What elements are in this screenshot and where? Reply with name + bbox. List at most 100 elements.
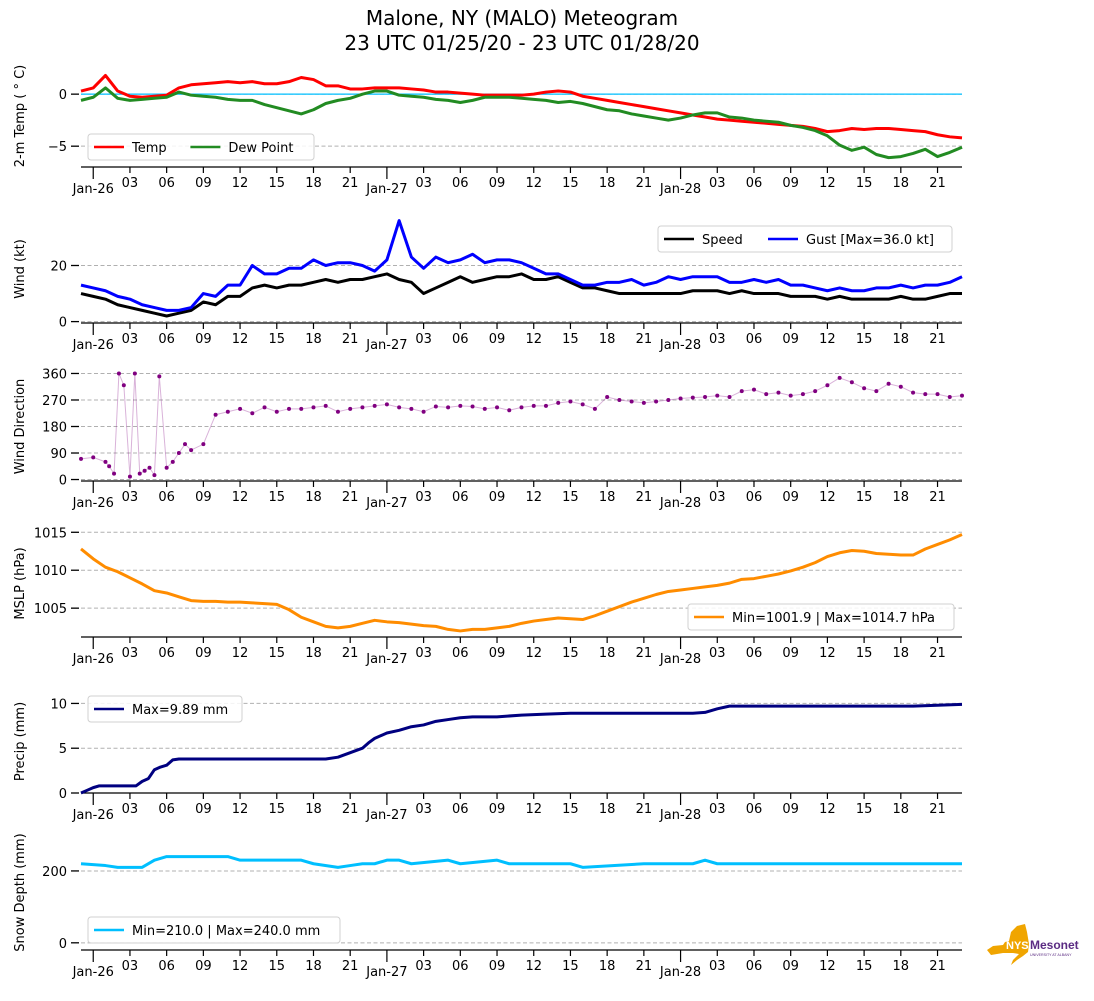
data-point: [960, 393, 964, 398]
data-point: [482, 406, 487, 411]
x-tick-label: 06: [452, 646, 469, 661]
x-tick-label: Jan-26: [72, 182, 114, 197]
x-tick-label: 15: [562, 490, 579, 505]
x-tick-label: 09: [195, 332, 212, 347]
x-tick-label: 12: [819, 646, 836, 661]
x-tick-label: 18: [893, 959, 910, 974]
x-tick-label: 15: [856, 176, 873, 191]
y-axis-label: Snow Depth (mm): [13, 833, 28, 951]
x-tick-label: 03: [122, 490, 139, 505]
panel-wind: 0 20 Jan-26 03 06 09 12 15 18 21 Jan-27 03 06 09 12 15 1…: [13, 219, 963, 353]
x-tick-label: 12: [232, 646, 249, 661]
x-tick-label: 15: [269, 176, 286, 191]
x-tick-label: 15: [856, 646, 873, 661]
data-point: [813, 389, 818, 394]
legend-label: Speed: [702, 233, 743, 248]
x-tick-label: 06: [452, 959, 469, 974]
y-tick-label: 10: [50, 697, 67, 712]
data-point: [250, 411, 255, 416]
x-tick-label: 18: [893, 332, 910, 347]
x-tick-label: 12: [232, 802, 249, 817]
x-tick-label: 21: [636, 176, 653, 191]
x-tick-label: 06: [452, 332, 469, 347]
x-tick-label: Jan-27: [365, 652, 407, 667]
legend: Min=1001.9 | Max=1014.7 hPa: [687, 603, 955, 631]
data-point: [568, 399, 573, 404]
data-point: [132, 371, 137, 376]
x-tick-label: 09: [782, 332, 799, 347]
data-point: [323, 403, 328, 408]
x-tick-label: 12: [232, 176, 249, 191]
x-tick-label: 15: [562, 959, 579, 974]
data-point: [348, 406, 353, 411]
x-tick-label: 21: [929, 959, 946, 974]
x-tick-label: 03: [709, 802, 726, 817]
x-tick-label: 12: [819, 490, 836, 505]
x-tick-label: Jan-26: [72, 496, 114, 511]
x-tick-label: 03: [122, 646, 139, 661]
data-point: [605, 395, 610, 400]
x-tick-label: 18: [599, 802, 616, 817]
data-point: [116, 371, 121, 376]
x-tick-label: 15: [856, 490, 873, 505]
x-tick-label: 03: [415, 176, 432, 191]
logo-nys-text: NYS: [1006, 940, 1029, 952]
data-point: [121, 383, 126, 388]
data-point: [507, 408, 512, 413]
data-point: [112, 471, 117, 476]
x-tick-label: 15: [856, 802, 873, 817]
data-point: [446, 405, 451, 410]
panel-snow: 0 200 Jan-26 03 06 09 12 15 18 21 Jan-27 03 06 09 12 15…: [13, 833, 962, 980]
x-tick-label: 21: [929, 332, 946, 347]
x-tick-label: 18: [305, 802, 322, 817]
legend-label: Temp: [131, 141, 167, 156]
data-point: [107, 464, 112, 469]
x-tick-label: 09: [489, 802, 506, 817]
x-tick-label: 06: [158, 802, 175, 817]
data-point: [800, 392, 805, 397]
x-tick-label: Jan-28: [659, 338, 701, 353]
y-tick-label: 0: [59, 787, 67, 802]
x-tick-label: 09: [195, 646, 212, 661]
data-point: [531, 403, 536, 408]
x-tick-label: 06: [746, 646, 763, 661]
x-tick-label: 21: [342, 176, 359, 191]
data-point: [238, 406, 243, 411]
data-point: [409, 406, 414, 411]
x-tick-label: 12: [525, 959, 542, 974]
x-tick-label: Jan-28: [659, 182, 701, 197]
data-point: [592, 406, 597, 411]
x-tick-label: 21: [342, 490, 359, 505]
y-tick-label: 0: [59, 88, 67, 103]
x-tick-label: 03: [122, 959, 139, 974]
data-point: [274, 409, 279, 414]
y-tick-label: 1015: [34, 526, 67, 541]
x-tick-label: Jan-27: [365, 496, 407, 511]
data-point: [715, 393, 720, 398]
legend-box: [657, 225, 953, 253]
y-tick-label: −5: [48, 140, 67, 155]
data-point: [421, 409, 426, 414]
data-point: [837, 375, 842, 380]
x-tick-label: Jan-26: [72, 652, 114, 667]
data-point: [666, 397, 671, 402]
data-point: [923, 392, 928, 397]
x-tick-label: 06: [158, 646, 175, 661]
x-tick-label: Jan-27: [365, 182, 407, 197]
data-point: [225, 409, 230, 414]
y-tick-label: 0: [59, 316, 67, 331]
data-point: [825, 383, 830, 388]
x-tick-label: Jan-28: [659, 496, 701, 511]
data-point: [862, 386, 867, 391]
x-tick-label: 18: [599, 490, 616, 505]
y-tick-label: 180: [42, 421, 67, 436]
data-point: [311, 405, 316, 410]
x-tick-label: 21: [636, 959, 653, 974]
x-tick-label: 18: [893, 490, 910, 505]
x-tick-label: 21: [929, 490, 946, 505]
x-tick-label: Jan-26: [72, 965, 114, 980]
data-point: [127, 474, 132, 479]
legend-box: [687, 603, 955, 631]
x-tick-label: 03: [415, 646, 432, 661]
legend: Min=210.0 | Max=240.0 mm: [87, 916, 341, 944]
